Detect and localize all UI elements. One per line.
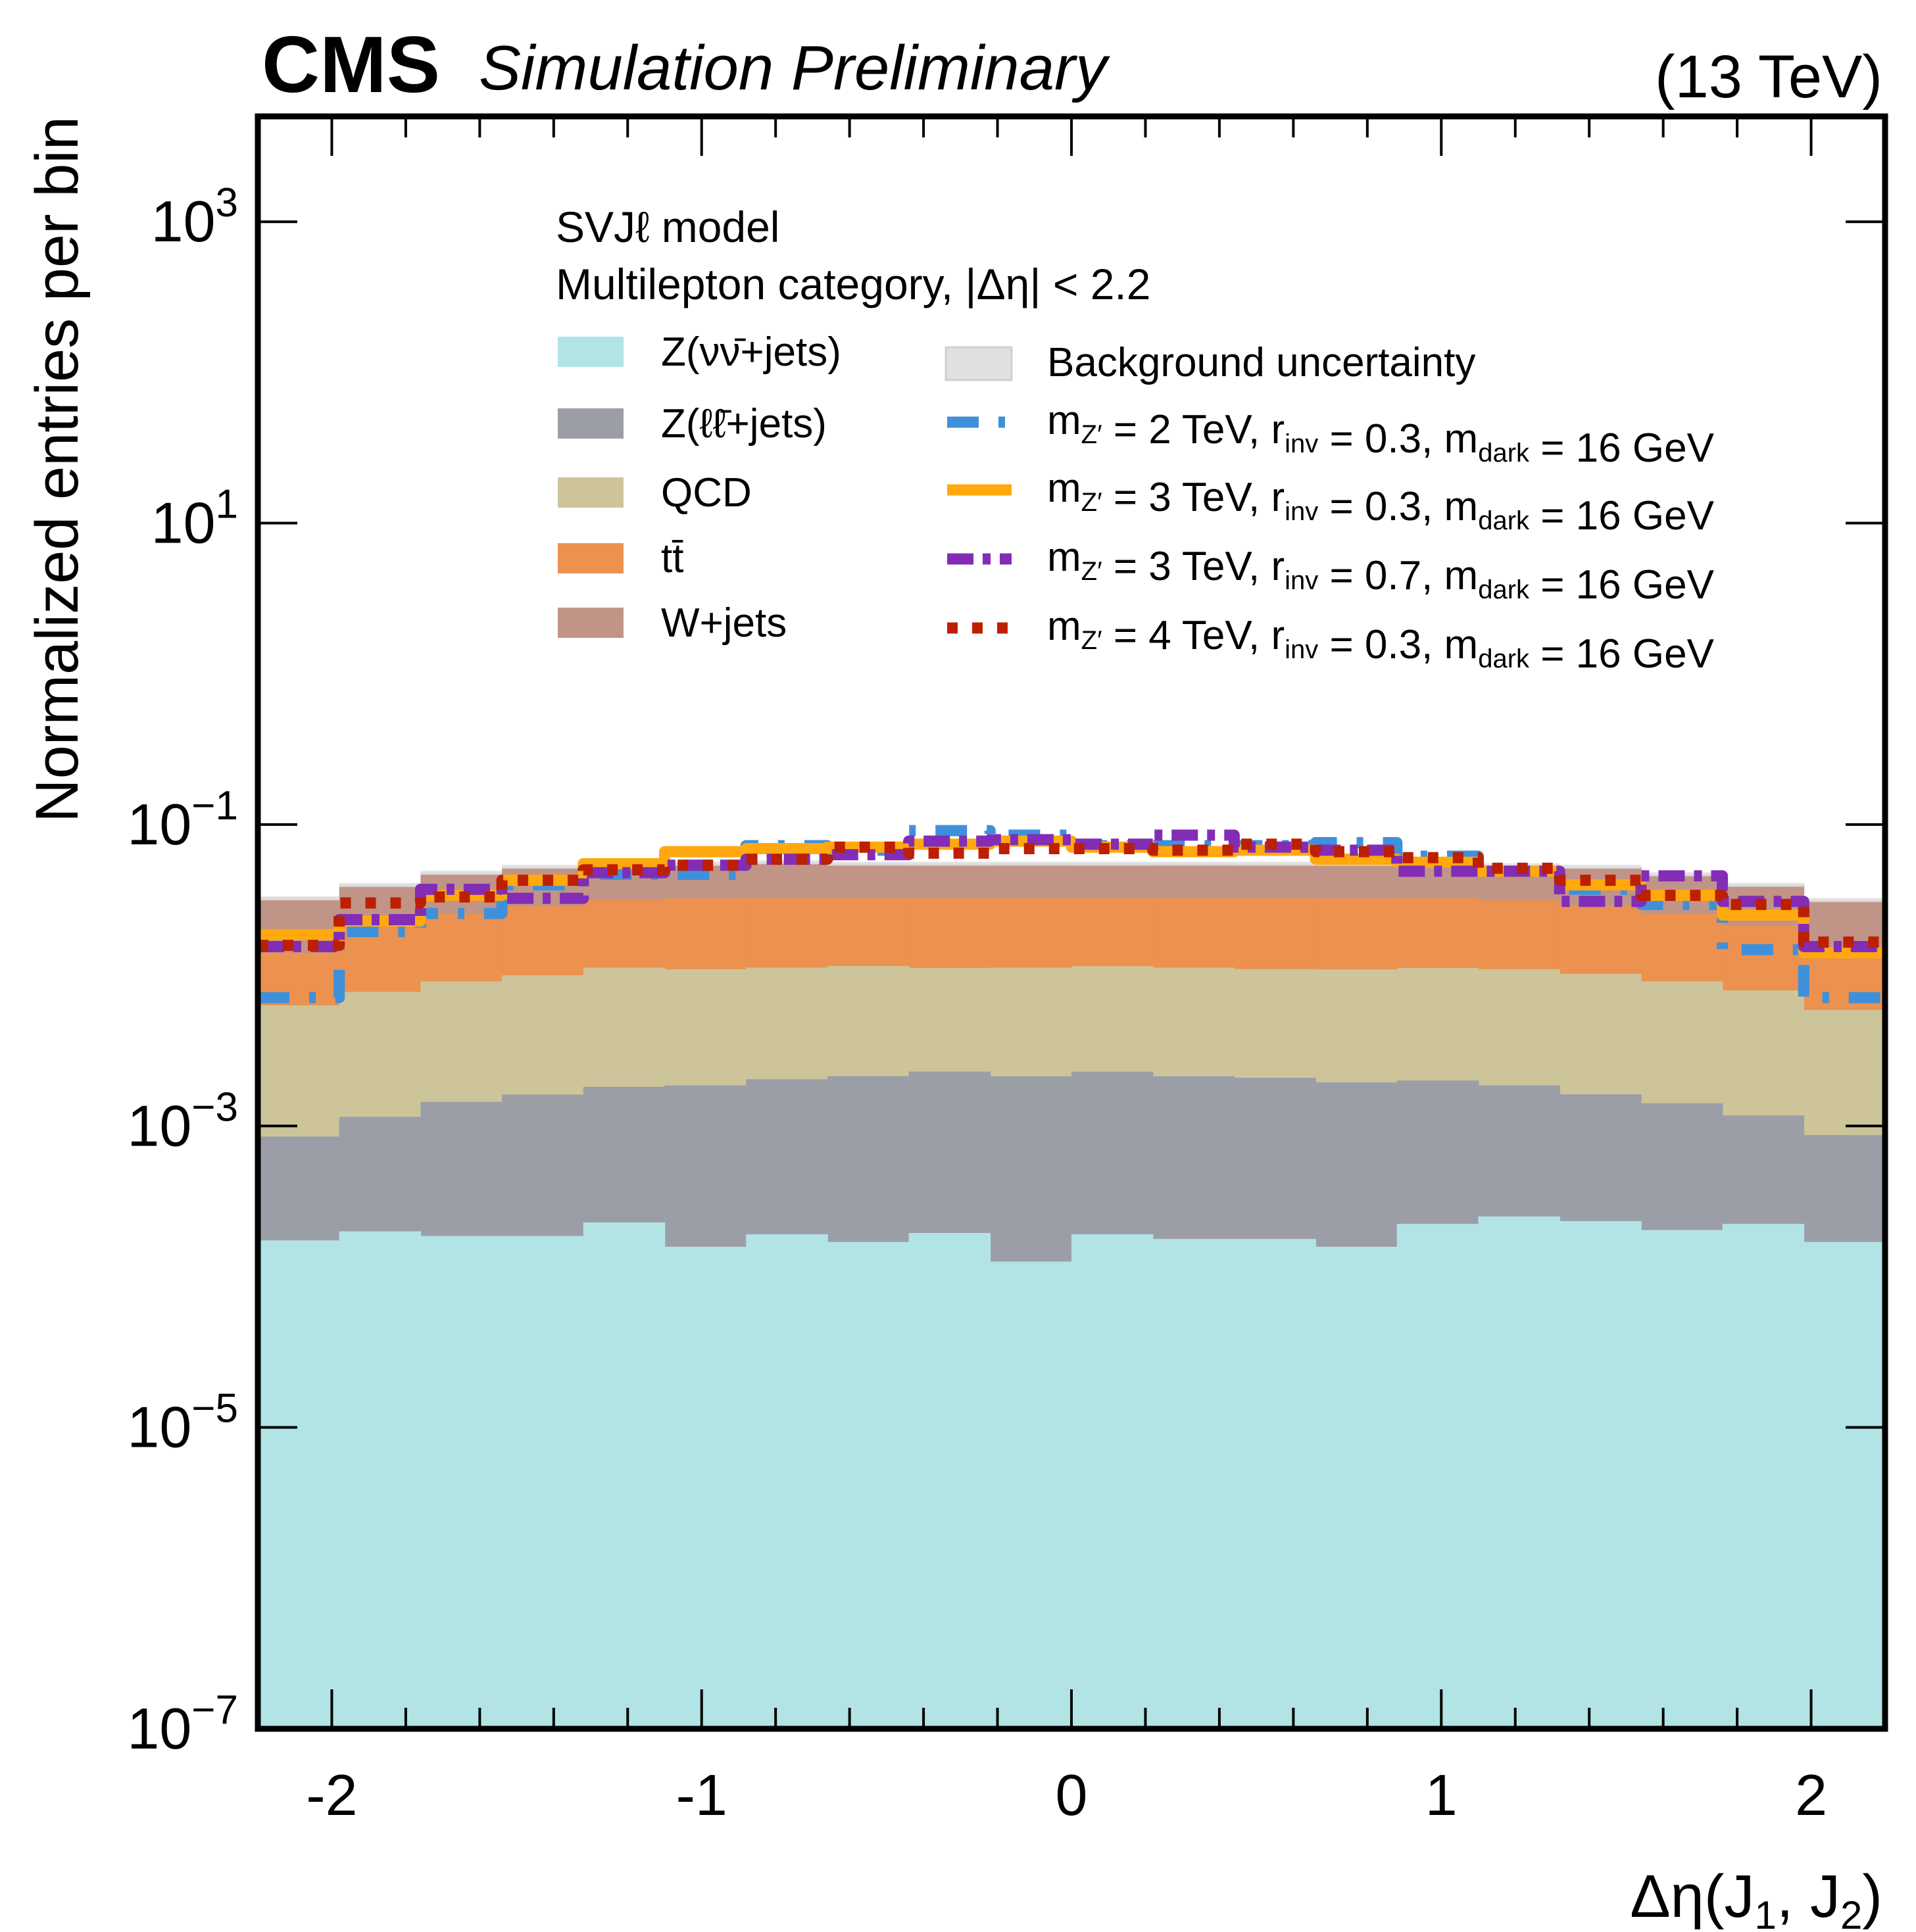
bar-z-jets--bin-6 xyxy=(664,1246,747,1729)
y-axis-label: Normalized entries per bin xyxy=(24,116,91,823)
y-tick-labels: 103 101 10−1 10−3 10−5 10−7 xyxy=(127,180,238,1761)
bar-z-jets--bin-8 xyxy=(827,1242,910,1729)
legend-label-bkg: Z(νν̄+jets) xyxy=(661,329,841,375)
legend: SVJℓ model Multilepton category, |Δη| < … xyxy=(556,203,1715,677)
plot-area xyxy=(258,825,1886,1729)
x-tick-labels: -2 -1 0 1 2 xyxy=(306,1762,1827,1827)
legend-swatch-5 xyxy=(558,608,624,638)
legend-label-signal: mZ′ = 4 TeV, rinv = 0.3, mdark = 16 GeV xyxy=(1047,604,1715,677)
x-axis-label: Δη(J1, J2) xyxy=(1630,1863,1882,1932)
x-tick-label: 0 xyxy=(1056,1762,1088,1827)
legend-swatch-1 xyxy=(558,337,624,367)
signal-lines xyxy=(258,825,1885,1003)
legend-label-signal: mZ′ = 3 TeV, rinv = 0.7, mdark = 16 GeV xyxy=(1047,535,1715,608)
signal-line-4 xyxy=(258,838,1885,952)
y-tick-label: 10−3 xyxy=(127,1084,238,1158)
bar-z-jets--bin-16 xyxy=(1478,1216,1560,1729)
bar-z-jets--bin-12 xyxy=(1152,1239,1235,1729)
cms-label: CMS xyxy=(262,20,440,109)
signal-line-2 xyxy=(258,835,1885,959)
legend-swatch-4 xyxy=(558,543,624,573)
bar-z-jets--bin-10 xyxy=(990,1261,1072,1729)
uncertainty-bin-11 xyxy=(1071,861,1153,866)
bar-z-jets--bin-18 xyxy=(1640,1230,1723,1729)
simulation-preliminary-label: Simulation Preliminary xyxy=(479,33,1110,103)
legend-header-category: Multilepton category, |Δη| < 2.2 xyxy=(556,260,1150,308)
bar-z-jets--bin-14 xyxy=(1315,1246,1398,1729)
signal-line-3 xyxy=(258,829,1885,952)
legend-signal-entries: Background uncertainty mZ′ = 2 TeV, rinv … xyxy=(945,340,1715,677)
legend-label-bkg: W+jets xyxy=(661,600,787,646)
legend-swatch-2 xyxy=(558,408,624,439)
uncertainty-bin-9 xyxy=(908,861,991,866)
x-tick-label: 1 xyxy=(1425,1762,1458,1827)
y-tick-label: 103 xyxy=(151,180,238,254)
x-tick-label: 2 xyxy=(1795,1762,1827,1827)
legend-label-bkg: Z(ℓℓ̄+jets) xyxy=(661,401,827,447)
uncertainty-bin-13 xyxy=(1234,861,1316,866)
uncertainty-bin-10 xyxy=(990,861,1071,866)
legend-swatch-uncertainty xyxy=(945,346,1013,381)
axis-ticks xyxy=(258,116,1885,1730)
legend-label-uncertainty: Background uncertainty xyxy=(1047,340,1475,385)
uncertainty-bin-17 xyxy=(1560,865,1641,869)
x-tick-label: -2 xyxy=(306,1762,357,1827)
bar-z-jets--bin-19 xyxy=(1722,1224,1805,1729)
legend-background-entries: Z(νν̄+jets) Z(ℓℓ̄+jets) QCD tt̄ W+jets xyxy=(558,329,841,646)
uncertainty-bin-20 xyxy=(1804,898,1885,902)
energy-label: (13 TeV) xyxy=(1655,43,1882,110)
legend-label-bkg: tt̄ xyxy=(661,536,683,581)
bar-z-jets--bin-11 xyxy=(1071,1234,1154,1729)
x-tick-label: -1 xyxy=(676,1762,727,1827)
y-tick-label: 10−1 xyxy=(127,783,238,857)
bar-z-jets--bin-17 xyxy=(1560,1220,1642,1729)
y-tick-label: 10−5 xyxy=(127,1386,238,1460)
uncertainty-bin-3 xyxy=(420,871,503,875)
bar-z-jets--bin-7 xyxy=(746,1234,828,1729)
bar-z-jets--bin-2 xyxy=(339,1231,422,1729)
uncertainty-bin-12 xyxy=(1152,861,1235,866)
bar-z-jets--bin-13 xyxy=(1234,1239,1316,1729)
bar-z-jets--bin-3 xyxy=(420,1236,503,1729)
bar-z-jets--bin-20 xyxy=(1804,1242,1886,1729)
uncertainty-bin-2 xyxy=(339,882,421,887)
bar-z-jets--bin-9 xyxy=(908,1232,991,1729)
uncertainty-bin-4 xyxy=(502,865,583,869)
legend-label-bkg: QCD xyxy=(661,470,752,516)
uncertainty-bin-19 xyxy=(1722,882,1804,887)
legend-label-signal: mZ′ = 3 TeV, rinv = 0.3, mdark = 16 GeV xyxy=(1047,466,1715,539)
bar-z-jets--bin-5 xyxy=(583,1222,666,1729)
legend-header-model: SVJℓ model xyxy=(556,203,779,251)
legend-label-signal: mZ′ = 2 TeV, rinv = 0.3, mdark = 16 GeV xyxy=(1047,398,1715,471)
bar-z-jets--bin-15 xyxy=(1396,1224,1479,1729)
uncertainty-bin-1 xyxy=(258,896,339,901)
y-tick-label: 10−7 xyxy=(127,1687,238,1761)
legend-swatch-3 xyxy=(558,477,624,508)
y-tick-label: 101 xyxy=(151,482,238,556)
bar-z-jets--bin-4 xyxy=(502,1236,584,1729)
bar-z-jets--bin-1 xyxy=(258,1240,340,1729)
stacked-backgrounds xyxy=(258,860,1886,1729)
uncertainty-bin-8 xyxy=(827,861,909,866)
